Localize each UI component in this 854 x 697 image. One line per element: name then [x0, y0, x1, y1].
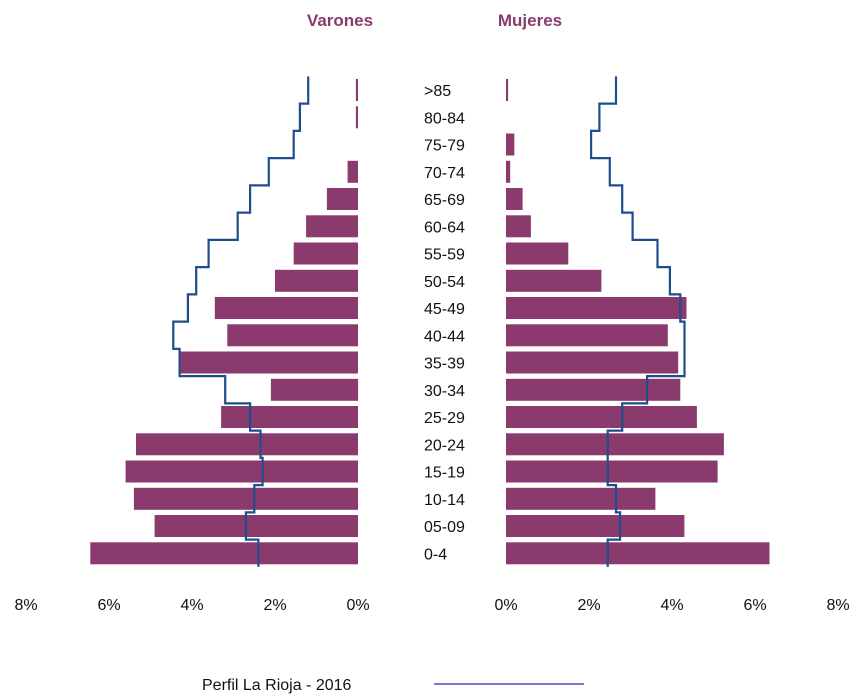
category-label: 25-29 [424, 410, 465, 427]
legend: Perfil La Rioja - 2016 [202, 677, 584, 694]
category-label: 0-4 [424, 546, 447, 563]
male-bar-70-74 [347, 160, 358, 183]
female-bar-05-09 [506, 515, 685, 537]
female-bar-50-54 [506, 269, 602, 292]
category-label: 50-54 [424, 274, 465, 291]
female-bar-15-19 [506, 460, 718, 483]
female-bar-35-39 [506, 351, 679, 374]
male-bar-10-14 [133, 487, 358, 510]
category-label: 80-84 [424, 110, 465, 127]
female-bar-60-64 [506, 215, 531, 238]
category-label: 10-14 [424, 492, 465, 509]
left-tick-label: 6% [97, 597, 120, 614]
axis-tick-labels: 8% 6% 4% 2% 0% 0% 2% 4% 6% 8% [14, 597, 849, 614]
category-label: 45-49 [424, 301, 465, 318]
male-bar-45-49 [214, 297, 358, 319]
category-labels: >85 80-84 75-79 70-74 65-69 60-64 55-59 50-54 45… [424, 83, 465, 563]
female-bar-25-29 [506, 406, 697, 428]
category-label: >85 [424, 83, 451, 100]
profile-lines-group [172, 76, 686, 567]
right-tick-label: 4% [660, 597, 683, 614]
right-tick-label: 6% [743, 597, 766, 614]
female-bar-45-49 [506, 297, 687, 319]
male-bar-25-29 [221, 406, 358, 428]
left-tick-label: 8% [14, 597, 37, 614]
left-tick-label: 0% [346, 597, 369, 614]
right-tick-label: 8% [826, 597, 849, 614]
male-bar->85 [355, 79, 358, 101]
bars-group [90, 79, 770, 565]
right-profile-line [590, 76, 686, 567]
male-bar-35-39 [179, 351, 358, 374]
male-bar-20-24 [136, 433, 358, 456]
male-bar-55-59 [293, 242, 358, 265]
right-tick-label: 0% [494, 597, 517, 614]
category-label: 20-24 [424, 437, 465, 454]
left-title: Varones [307, 11, 373, 30]
male-bar-05-09 [154, 515, 358, 537]
male-bar-30-34 [270, 378, 359, 401]
female-bar-65-69 [506, 188, 523, 210]
left-profile-line [172, 76, 310, 567]
category-label: 40-44 [424, 328, 465, 345]
female-bar->85 [506, 79, 509, 101]
category-label: 05-09 [424, 519, 465, 536]
category-label: 30-34 [424, 383, 465, 400]
female-bar-0-4 [506, 542, 770, 565]
male-bar-60-64 [306, 215, 358, 238]
right-title: Mujeres [498, 11, 562, 30]
category-label: 35-39 [424, 356, 465, 373]
female-bar-20-24 [506, 433, 724, 456]
female-bar-75-79 [506, 133, 515, 156]
male-bar-40-44 [227, 324, 358, 347]
category-label: 65-69 [424, 192, 465, 209]
left-tick-label: 2% [263, 597, 286, 614]
female-bar-40-44 [506, 324, 668, 347]
male-bar-0-4 [90, 542, 359, 565]
category-label: 15-19 [424, 465, 465, 482]
female-bar-70-74 [506, 160, 511, 183]
male-bar-80-84 [355, 106, 358, 129]
male-bar-65-69 [326, 188, 358, 210]
category-label: 75-79 [424, 138, 465, 155]
category-label: 55-59 [424, 247, 465, 264]
left-tick-label: 4% [180, 597, 203, 614]
male-bar-15-19 [125, 460, 358, 483]
right-tick-label: 2% [577, 597, 600, 614]
category-label: 70-74 [424, 165, 465, 182]
female-bar-55-59 [506, 242, 569, 265]
category-label: 60-64 [424, 219, 465, 236]
legend-label: Perfil La Rioja - 2016 [202, 677, 352, 694]
female-bar-30-34 [506, 378, 681, 401]
male-bar-50-54 [275, 269, 358, 292]
female-bar-10-14 [506, 487, 656, 510]
